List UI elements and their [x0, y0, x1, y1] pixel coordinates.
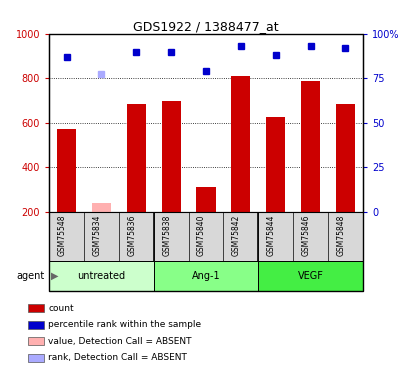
- Bar: [28, 337, 43, 345]
- Text: GSM75844: GSM75844: [266, 214, 275, 256]
- Text: value, Detection Call = ABSENT: value, Detection Call = ABSENT: [48, 337, 191, 346]
- Text: GSM75846: GSM75846: [301, 214, 310, 256]
- Bar: [28, 321, 43, 329]
- Text: GSM75838: GSM75838: [162, 214, 171, 256]
- Bar: [57, 129, 76, 212]
- Text: percentile rank within the sample: percentile rank within the sample: [48, 320, 201, 329]
- Text: count: count: [48, 304, 74, 313]
- Bar: [335, 104, 354, 212]
- Text: ▶: ▶: [51, 271, 58, 280]
- Text: VEGF: VEGF: [297, 271, 323, 280]
- Text: GSM75548: GSM75548: [58, 214, 66, 256]
- Bar: [258, 261, 362, 291]
- Text: rank, Detection Call = ABSENT: rank, Detection Call = ABSENT: [48, 353, 187, 362]
- Bar: [153, 261, 258, 291]
- Text: Ang-1: Ang-1: [191, 271, 220, 280]
- Bar: [28, 304, 43, 312]
- Bar: [196, 188, 215, 212]
- Bar: [49, 261, 153, 291]
- Bar: [28, 354, 43, 362]
- Bar: [265, 117, 285, 212]
- Text: GSM75848: GSM75848: [336, 214, 344, 256]
- Text: agent: agent: [17, 271, 45, 280]
- Bar: [231, 76, 250, 212]
- Bar: [92, 203, 111, 212]
- Title: GDS1922 / 1388477_at: GDS1922 / 1388477_at: [133, 20, 278, 33]
- Bar: [126, 104, 146, 212]
- Text: GSM75836: GSM75836: [127, 214, 136, 256]
- Bar: [161, 100, 180, 212]
- Text: GSM75834: GSM75834: [92, 214, 101, 256]
- Bar: [300, 81, 319, 212]
- Text: GSM75840: GSM75840: [197, 214, 206, 256]
- Text: untreated: untreated: [77, 271, 125, 280]
- Text: GSM75842: GSM75842: [231, 214, 240, 256]
